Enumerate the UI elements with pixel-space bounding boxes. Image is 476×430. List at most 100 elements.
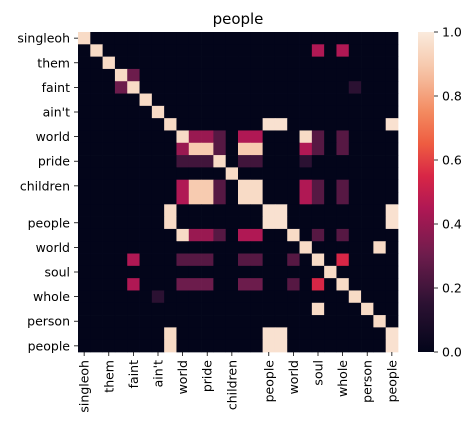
heatmap-cell (361, 204, 374, 217)
heatmap-cell (139, 93, 153, 107)
y-tick-label: world (36, 129, 70, 144)
heatmap-cell (127, 68, 140, 82)
heatmap-cell (385, 216, 399, 230)
heatmap-cell (373, 118, 387, 131)
heatmap-cell (114, 68, 128, 82)
heatmap-cell (139, 290, 153, 304)
colorbar-tick-label: 1.0 (442, 25, 462, 40)
heatmap-cell (78, 253, 91, 267)
heatmap-cell (311, 253, 325, 267)
heatmap-cell (311, 44, 325, 57)
heatmap-cell (336, 192, 350, 205)
heatmap-cell (90, 68, 103, 82)
heatmap-cell (127, 327, 140, 341)
heatmap-cell (324, 105, 337, 119)
heatmap-cell (336, 290, 350, 304)
heatmap-cell (385, 265, 399, 279)
heatmap-cell (348, 216, 362, 230)
heatmap-cell (287, 241, 300, 254)
heatmap-cell (188, 155, 202, 168)
heatmap-cell (164, 302, 177, 316)
heatmap-cell (274, 142, 288, 156)
heatmap-cell (274, 118, 288, 131)
heatmap-cell (164, 179, 177, 193)
y-tick-label: ain't (43, 105, 70, 120)
heatmap-cell (176, 216, 190, 230)
heatmap-cell (127, 142, 140, 156)
heatmap-cell (324, 302, 337, 316)
heatmap-cell (213, 216, 227, 230)
heatmap-cell (287, 167, 300, 181)
heatmap-cell (201, 253, 214, 267)
heatmap-cell (151, 204, 165, 217)
heatmap-cell (287, 81, 300, 94)
heatmap-cell (361, 118, 374, 131)
heatmap-cell (299, 32, 313, 45)
heatmap-cell (225, 68, 239, 82)
heatmap-cell (324, 339, 337, 353)
heatmap-cell (361, 105, 374, 119)
heatmap-cell (102, 241, 116, 254)
heatmap-cell (139, 278, 153, 291)
heatmap-cell (139, 204, 153, 217)
heatmap-cell (114, 130, 128, 144)
heatmap-cell (324, 253, 337, 267)
heatmap-cell (164, 339, 177, 353)
heatmap-cell (324, 167, 337, 181)
y-tick-label: world (36, 240, 70, 255)
heatmap-cell (250, 228, 263, 242)
heatmap-cell (225, 93, 239, 107)
heatmap-cell (139, 265, 153, 279)
heatmap-cell (262, 241, 276, 254)
heatmap-cell (164, 81, 177, 94)
heatmap-cell (151, 302, 165, 316)
heatmap-cell (213, 167, 227, 181)
heatmap-cell (385, 118, 399, 131)
heatmap-cell (361, 179, 374, 193)
heatmap-cell (238, 290, 251, 304)
heatmap-cell (299, 228, 313, 242)
heatmap-cell (78, 68, 91, 82)
heatmap-cell (238, 241, 251, 254)
heatmap-cell (188, 327, 202, 341)
x-tick-label: them (101, 360, 116, 393)
heatmap-cell (385, 167, 399, 181)
heatmap-cell (114, 327, 128, 341)
heatmap-cell (213, 339, 227, 353)
heatmap-cell (348, 228, 362, 242)
heatmap-cell (213, 278, 227, 291)
heatmap-cell (311, 105, 325, 119)
heatmap-cell (287, 327, 300, 341)
heatmap-cell (225, 278, 239, 291)
heatmap-cell (201, 130, 214, 144)
heatmap-cell (102, 155, 116, 168)
heatmap-cell (102, 290, 116, 304)
heatmap-cell (90, 216, 103, 230)
heatmap-cell (373, 339, 387, 353)
heatmap-cell (274, 130, 288, 144)
heatmap-cell (373, 290, 387, 304)
heatmap-cell (262, 44, 276, 57)
heatmap-cell (274, 339, 288, 353)
heatmap-cell (176, 142, 190, 156)
heatmap-cell (102, 278, 116, 291)
heatmap-cell (164, 32, 177, 45)
heatmap-cell (385, 81, 399, 94)
heatmap-cell (139, 68, 153, 82)
heatmap-cell (250, 315, 263, 328)
heatmap-cell (373, 81, 387, 94)
heatmap-cell (127, 44, 140, 57)
heatmap-cell (78, 278, 91, 291)
heatmap-cell (373, 216, 387, 230)
heatmap-cell (238, 155, 251, 168)
heatmap-cell (127, 179, 140, 193)
heatmap-cell (127, 278, 140, 291)
heatmap-cell (348, 241, 362, 254)
heatmap-cell (385, 241, 399, 254)
heatmap-cell (324, 327, 337, 341)
heatmap-cell (287, 204, 300, 217)
heatmap-cell (287, 179, 300, 193)
heatmap-cell (151, 44, 165, 57)
heatmap-cell (385, 93, 399, 107)
